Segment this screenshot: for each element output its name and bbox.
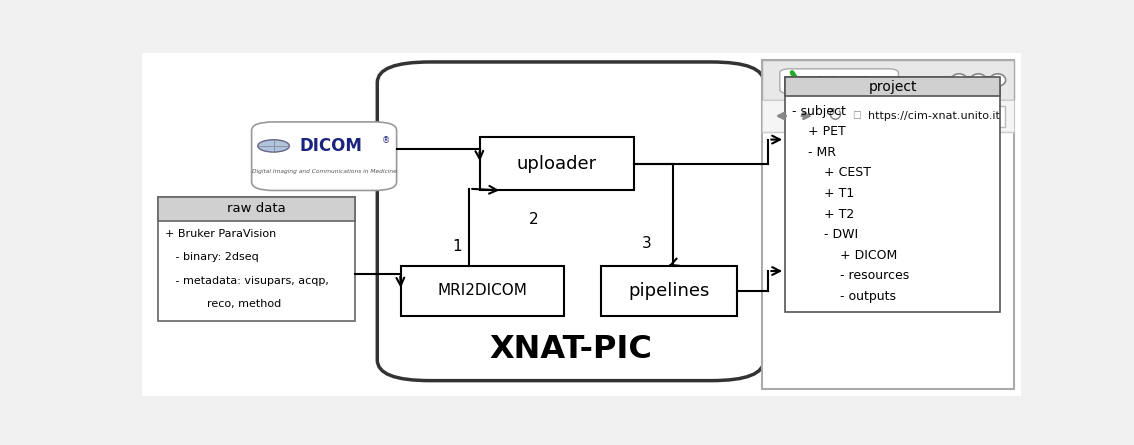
FancyBboxPatch shape (252, 122, 397, 190)
Text: project: project (869, 80, 917, 94)
Text: - MR: - MR (792, 146, 836, 159)
Text: + DICOM: + DICOM (792, 249, 897, 262)
Circle shape (257, 140, 289, 152)
Text: ®: ® (382, 136, 390, 145)
Text: 2: 2 (530, 212, 539, 227)
Text: - DWI: - DWI (792, 228, 858, 241)
Text: + PET: + PET (792, 125, 846, 138)
Text: MRI2DICOM: MRI2DICOM (438, 283, 527, 298)
Text: ↻: ↻ (827, 106, 844, 125)
Ellipse shape (990, 74, 1006, 86)
Text: + T1: + T1 (792, 187, 854, 200)
FancyBboxPatch shape (378, 62, 764, 380)
Text: Digital Imaging and Communications in Medicine: Digital Imaging and Communications in Me… (252, 169, 397, 174)
Text: + Bruker ParaVision: + Bruker ParaVision (164, 229, 276, 239)
Text: - metadata: visupars, acqp,: - metadata: visupars, acqp, (164, 276, 329, 286)
Text: + CEST: + CEST (792, 166, 871, 179)
Text: raw data: raw data (227, 202, 286, 215)
Ellipse shape (951, 74, 967, 86)
FancyBboxPatch shape (158, 197, 355, 221)
Text: reco, method: reco, method (164, 299, 281, 309)
FancyBboxPatch shape (780, 69, 898, 93)
Text: - outputs: - outputs (792, 290, 896, 303)
FancyBboxPatch shape (158, 197, 355, 321)
Text: pipelines: pipelines (628, 282, 709, 299)
FancyBboxPatch shape (142, 53, 1021, 396)
FancyBboxPatch shape (762, 60, 1014, 389)
FancyBboxPatch shape (762, 60, 1014, 100)
FancyBboxPatch shape (401, 266, 564, 316)
Text: 3: 3 (642, 236, 652, 251)
Text: ☐: ☐ (852, 111, 861, 121)
Text: XNAT-PIC: XNAT-PIC (489, 334, 652, 365)
Text: - subject: - subject (792, 105, 846, 118)
Text: - binary: 2dseq: - binary: 2dseq (164, 252, 259, 263)
Text: https://cim-xnat.unito.it: https://cim-xnat.unito.it (869, 111, 1000, 121)
Text: + T2: + T2 (792, 207, 854, 221)
Ellipse shape (971, 74, 987, 86)
Text: DICOM: DICOM (299, 137, 363, 155)
FancyBboxPatch shape (785, 77, 1000, 96)
FancyBboxPatch shape (480, 138, 634, 190)
Text: CIM-XNAT: CIM-XNAT (815, 76, 869, 86)
FancyBboxPatch shape (785, 77, 1000, 312)
Text: uploader: uploader (517, 155, 598, 173)
FancyBboxPatch shape (601, 266, 737, 316)
FancyBboxPatch shape (762, 100, 1014, 132)
Text: 1: 1 (452, 239, 462, 255)
Text: - resources: - resources (792, 269, 909, 282)
FancyBboxPatch shape (846, 106, 1005, 127)
